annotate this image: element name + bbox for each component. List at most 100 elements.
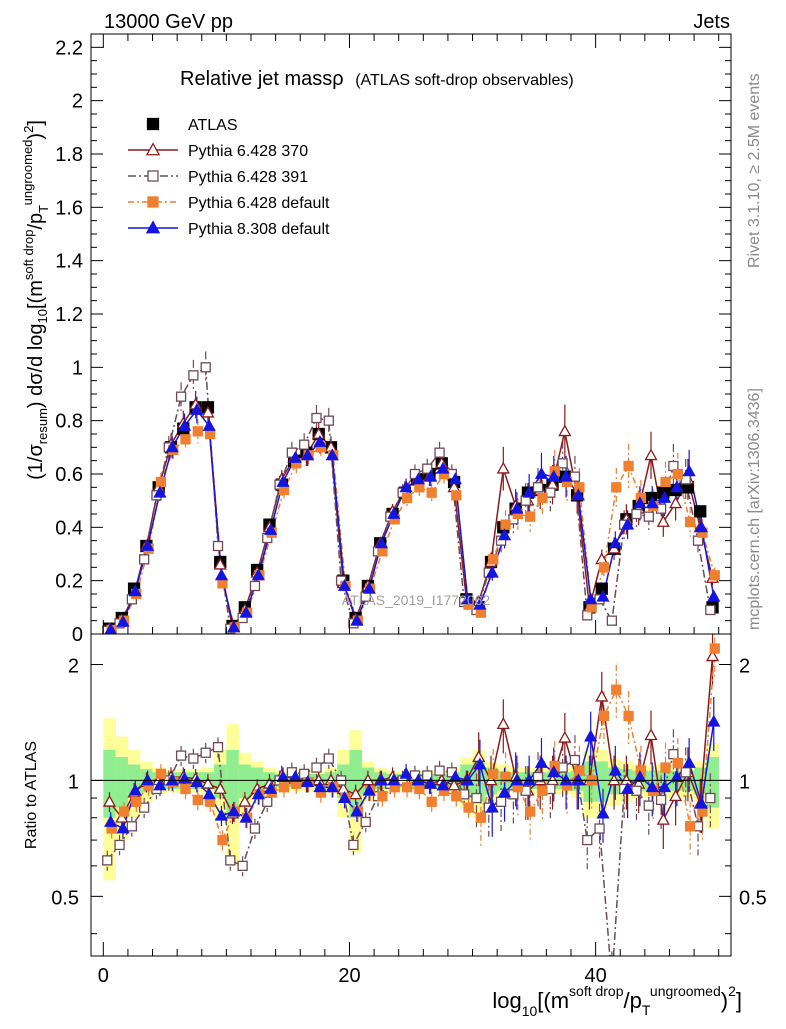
x-label-part-3: [(m bbox=[537, 988, 569, 1013]
ratio-point-pythia-8-308-default bbox=[141, 773, 155, 786]
legend-marker-pythia-6-428-370 bbox=[145, 142, 161, 156]
x-label-part-8: ) bbox=[721, 988, 728, 1013]
ratio-point-pythia-6-428-default bbox=[684, 821, 696, 832]
ratio-point-pythia-6-428-default bbox=[401, 782, 413, 793]
ratio-point-pythia-6-428-default bbox=[537, 785, 548, 796]
ratio-point-pythia-6-428-370 bbox=[558, 730, 572, 743]
ratio-point-pythia-8-308-default bbox=[214, 808, 229, 821]
ratio-point-pythia-6-428-default bbox=[524, 806, 536, 817]
ratio-point-pythia-6-428-391 bbox=[102, 855, 113, 866]
x-label-part-2: 10 bbox=[522, 1003, 538, 1019]
y-label-part-7: /p bbox=[25, 213, 47, 230]
ratio-point-pythia-6-428-391 bbox=[668, 749, 679, 760]
y-tick-label: 0.6 bbox=[55, 464, 83, 486]
point-pythia-6-428-391 bbox=[545, 487, 556, 498]
point-pythia-6-428-391 bbox=[557, 458, 568, 469]
ratio-point-pythia-8-308-default bbox=[473, 757, 487, 770]
x-tick-label: 40 bbox=[584, 965, 606, 987]
ratio-point-pythia-6-428-default bbox=[500, 771, 511, 783]
y-label-part-11: 2 bbox=[21, 126, 36, 133]
plot-title-sub: (ATLAS soft-drop observables) bbox=[355, 72, 573, 89]
point-pythia-8-308-default bbox=[424, 469, 438, 482]
point-pythia-8-308-default bbox=[657, 490, 672, 503]
ratio-point-pythia-6-428-370 bbox=[201, 776, 215, 789]
point-pythia-8-308-default bbox=[436, 461, 450, 474]
point-pythia-8-308-default bbox=[497, 528, 512, 541]
ratio-point-pythia-6-428-391 bbox=[114, 839, 125, 851]
ratio-point-pythia-8-308-default bbox=[424, 776, 438, 789]
watermark: ATLAS_2019_I1772062 bbox=[342, 592, 491, 608]
ratio-point-pythia-6-428-default bbox=[451, 791, 462, 802]
x-label-part-10: ] bbox=[736, 988, 742, 1013]
ratio-point-pythia-6-428-default bbox=[217, 834, 228, 846]
ratio-y-tick-label: 2 bbox=[68, 655, 79, 677]
point-pythia-6-428-391 bbox=[422, 463, 433, 474]
plot-title: Relative jet massρ (ATLAS soft-drop obse… bbox=[180, 68, 574, 90]
ratio-point-pythia-8-308-default bbox=[657, 780, 672, 793]
point-pythia-8-308-default bbox=[694, 520, 709, 533]
ratio-point-pythia-6-428-370 bbox=[447, 778, 461, 791]
ratio-point-pythia-6-428-391 bbox=[139, 802, 150, 813]
ratio-point-pythia-8-308-default bbox=[559, 773, 573, 786]
point-pythia-6-428-391 bbox=[631, 508, 642, 520]
point-pythia-8-308-default bbox=[227, 620, 241, 633]
ratio-point-pythia-8-308-default bbox=[116, 821, 130, 834]
point-pythia-6-428-default bbox=[500, 519, 511, 530]
ratio-point-pythia-6-428-default bbox=[426, 796, 437, 807]
ratio-point-pythia-8-308-default bbox=[325, 780, 339, 793]
ratio-point-pythia-6-428-default bbox=[611, 684, 622, 695]
ratio-point-pythia-6-428-391 bbox=[360, 816, 371, 828]
point-pythia-8-308-default bbox=[608, 536, 622, 549]
point-pythia-8-308-default bbox=[214, 568, 229, 581]
ratio-point-pythia-6-428-370 bbox=[669, 789, 683, 802]
point-pythia-6-428-391 bbox=[286, 447, 298, 458]
ratio-point-pythia-8-308-default bbox=[227, 804, 241, 817]
point-pythia-8-308-default bbox=[202, 418, 216, 431]
y-label-part-5: [(m bbox=[25, 280, 47, 309]
ratio-point-pythia-6-428-370 bbox=[115, 810, 129, 823]
header-left: 13000 GeV pp bbox=[104, 11, 233, 33]
point-pythia-8-308-default bbox=[313, 434, 327, 447]
x-label-part-6: T bbox=[642, 1002, 651, 1018]
point-pythia-8-308-default bbox=[362, 581, 376, 594]
point-pythia-6-428-391 bbox=[606, 615, 618, 626]
point-pythia-8-308-default bbox=[645, 496, 659, 509]
ratio-point-pythia-8-308-default bbox=[104, 814, 118, 827]
x-tick-label: 20 bbox=[338, 965, 360, 987]
point-pythia-8-308-default bbox=[682, 464, 696, 477]
ratio-point-pythia-8-308-default bbox=[510, 773, 524, 786]
point-pythia-8-308-default bbox=[141, 538, 155, 551]
point-pythia-8-308-default bbox=[239, 605, 253, 618]
ratio-point-pythia-6-428-391 bbox=[532, 771, 544, 783]
legend-label-pythia-6-428-391: Pythia 6.428 391 bbox=[188, 169, 308, 186]
ratio-point-pythia-8-308-default bbox=[190, 775, 204, 788]
point-pythia-6-428-default bbox=[451, 490, 462, 501]
mcplots-label: mcplots.cern.ch [arXiv:1306.3436] bbox=[746, 388, 763, 630]
x-label-part-1: log bbox=[492, 988, 521, 1013]
point-pythia-8-308-default bbox=[387, 506, 401, 519]
point-pythia-8-308-default bbox=[276, 474, 290, 487]
ratio-y-tick-label-right: 1 bbox=[739, 771, 750, 793]
band-inner bbox=[349, 749, 363, 818]
point-pythia-6-428-391 bbox=[434, 447, 445, 458]
y-tick-label: 0.8 bbox=[55, 411, 83, 433]
y-tick-label: 2 bbox=[72, 91, 83, 113]
ratio-point-pythia-6-428-391 bbox=[582, 834, 593, 846]
point-pythia-8-308-default bbox=[374, 536, 389, 549]
ratio-point-pythia-6-428-370 bbox=[102, 794, 117, 807]
ratio-plot-frame bbox=[90, 633, 732, 957]
point-pythia-8-308-default bbox=[251, 568, 265, 581]
x-label-part-9: 2 bbox=[728, 983, 736, 999]
point-pythia-6-428-391 bbox=[299, 439, 310, 450]
y-tick-label: 0 bbox=[72, 624, 83, 646]
ratio-point-pythia-8-308-default bbox=[571, 773, 585, 786]
point-pythia-8-308-default bbox=[301, 448, 315, 461]
point-pythia-8-308-default bbox=[534, 466, 549, 479]
ratio-point-pythia-6-428-370 bbox=[484, 773, 498, 786]
ratio-point-pythia-8-308-default bbox=[264, 781, 278, 794]
ratio-point-pythia-8-308-default bbox=[387, 773, 401, 786]
ratio-point-pythia-8-308-default bbox=[411, 773, 425, 786]
point-pythia-6-428-391 bbox=[323, 415, 334, 426]
ratio-point-pythia-6-428-391 bbox=[249, 823, 261, 834]
